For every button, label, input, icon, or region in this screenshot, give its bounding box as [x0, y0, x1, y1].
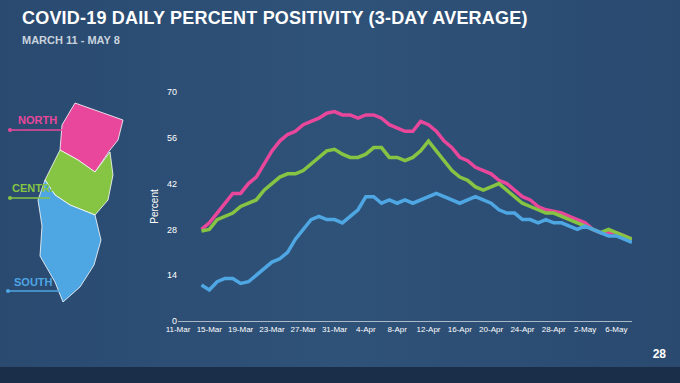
- svg-text:56: 56: [167, 133, 177, 143]
- svg-text:28-Apr: 28-Apr: [542, 325, 566, 334]
- svg-text:31-Mar: 31-Mar: [322, 325, 348, 334]
- svg-text:70: 70: [167, 87, 177, 97]
- svg-text:24-Apr: 24-Apr: [510, 325, 534, 334]
- svg-text:15-Mar: 15-Mar: [197, 325, 223, 334]
- html-text:MARCH 11 - MAY 8: MARCH 11 - MAY 8: [22, 34, 120, 46]
- svg-text:6-May: 6-May: [605, 325, 627, 334]
- svg-text:4-Apr: 4-Apr: [356, 325, 376, 334]
- svg-text:14: 14: [167, 270, 177, 280]
- html-text:28: 28: [652, 347, 666, 361]
- svg-text:19-Mar: 19-Mar: [228, 325, 254, 334]
- svg-text:16-Apr: 16-Apr: [448, 325, 472, 334]
- svg-text:NORTH: NORTH: [18, 114, 57, 126]
- svg-text:Percent: Percent: [149, 189, 160, 224]
- svg-text:12-Apr: 12-Apr: [416, 325, 440, 334]
- html-text:COVID-19 DAILY PERCENT POSITIV: COVID-19 DAILY PERCENT POSITIVITY (3-DAY…: [22, 8, 528, 28]
- svg-text:28: 28: [167, 225, 177, 235]
- svg-text:27-Mar: 27-Mar: [291, 325, 317, 334]
- svg-text:23-Mar: 23-Mar: [259, 325, 285, 334]
- svg-text:20-Apr: 20-Apr: [479, 325, 503, 334]
- svg-text:11-Mar: 11-Mar: [166, 325, 191, 334]
- svg-text:0: 0: [172, 316, 177, 326]
- svg-text:8-Apr: 8-Apr: [387, 325, 407, 334]
- svg-text:CENTRAL: CENTRAL: [12, 182, 65, 194]
- svg-text:42: 42: [167, 179, 177, 189]
- svg-text:SOUTH: SOUTH: [14, 276, 53, 288]
- svg-text:2-May: 2-May: [574, 325, 596, 334]
